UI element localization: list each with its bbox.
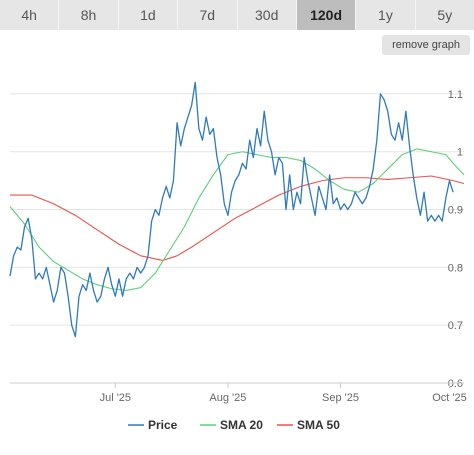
range-button-1y[interactable]: 1y: [356, 0, 416, 30]
range-selector: 4h 8h 1d 7d 30d 120d 1y 5y: [0, 0, 474, 30]
x-tick-label: Sep '25: [322, 392, 359, 404]
range-button-7d[interactable]: 7d: [178, 0, 238, 30]
range-button-4h[interactable]: 4h: [0, 0, 60, 30]
remove-graph-button[interactable]: remove graph: [382, 35, 470, 55]
y-tick-label: 1.1: [448, 89, 463, 101]
series-line-sma-50: [10, 175, 465, 261]
series-line-price: [9, 81, 454, 338]
range-button-1d[interactable]: 1d: [118, 0, 179, 30]
x-tick-label: Jul '25: [100, 392, 131, 404]
range-button-120d[interactable]: 120d: [296, 0, 357, 30]
range-button-30d[interactable]: 30d: [237, 0, 297, 30]
range-button-5y[interactable]: 5y: [415, 0, 474, 30]
legend-item-sma-20[interactable]: SMA 20: [220, 418, 263, 432]
y-tick-label: 1: [457, 147, 463, 159]
y-tick-label: 0.9: [448, 205, 463, 217]
y-tick-label: 0.6: [448, 378, 463, 390]
y-tick-label: 0.8: [448, 262, 463, 274]
legend-item-price[interactable]: Price: [148, 418, 178, 432]
legend-item-sma-50[interactable]: SMA 50: [297, 418, 340, 432]
x-tick-label: Aug '25: [209, 392, 246, 404]
series-line-sma-20: [9, 148, 465, 292]
y-tick-label: 0.7: [448, 320, 463, 332]
range-button-8h[interactable]: 8h: [59, 0, 119, 30]
x-tick-label: Oct '25: [432, 392, 467, 404]
